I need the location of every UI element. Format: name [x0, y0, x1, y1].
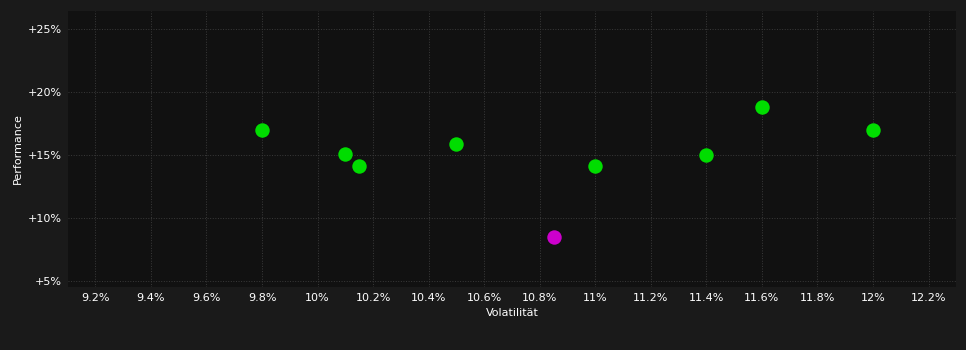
Point	[546, 234, 561, 239]
Point	[449, 141, 465, 147]
Y-axis label: Performance: Performance	[13, 113, 22, 184]
Point	[254, 127, 270, 133]
X-axis label: Volatilität: Volatilität	[486, 308, 538, 318]
Point	[352, 163, 367, 169]
Point	[866, 127, 881, 133]
Point	[587, 163, 603, 169]
Point	[338, 151, 354, 156]
Point	[754, 105, 770, 110]
Point	[698, 152, 714, 158]
